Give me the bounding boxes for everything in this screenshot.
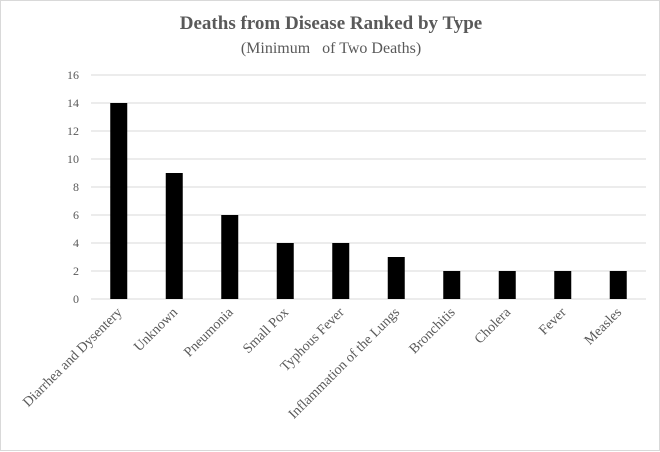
- bar: [498, 271, 516, 299]
- x-category-label: Bronchitis: [407, 305, 459, 357]
- gridlines: [91, 74, 646, 300]
- y-tick-label: 8: [73, 180, 79, 194]
- bar: [387, 257, 405, 299]
- x-axis-labels: Diarrhea and Dysentery Unknown Pneumonia Sm…: [20, 305, 625, 423]
- bar: [276, 243, 294, 299]
- y-axis-ticks: 0 2 4 6 8 10 12 14 16: [67, 68, 79, 306]
- x-category-label: Diarrhea and Dysentery: [20, 305, 125, 410]
- x-category-label: Fever: [536, 305, 569, 338]
- x-category-label: Cholera: [472, 305, 514, 347]
- chart-subtitle: (Minimum of Two Deaths): [241, 40, 421, 57]
- x-category-label: Unknown: [131, 305, 181, 355]
- y-tick-label: 0: [73, 292, 79, 306]
- bar: [443, 271, 461, 299]
- bar: [221, 215, 239, 299]
- bar: [165, 173, 183, 299]
- y-tick-label: 4: [73, 236, 79, 250]
- bars: [110, 103, 627, 299]
- y-tick-label: 16: [67, 68, 79, 82]
- y-tick-label: 2: [73, 264, 79, 278]
- x-category-label: Pneumonia: [181, 305, 237, 361]
- bar: [110, 103, 128, 299]
- x-category-label: Measles: [582, 305, 625, 348]
- x-category-label: Inflammation of the Lungs: [286, 305, 403, 422]
- bar: [554, 271, 572, 299]
- y-tick-label: 6: [73, 208, 79, 222]
- y-tick-label: 12: [67, 124, 79, 138]
- y-tick-label: 14: [67, 96, 79, 110]
- chart-title: Deaths from Disease Ranked by Type: [180, 13, 482, 34]
- y-tick-label: 10: [67, 152, 79, 166]
- x-category-label: Small Pox: [240, 305, 292, 357]
- bar: [332, 243, 350, 299]
- bar: [609, 271, 627, 299]
